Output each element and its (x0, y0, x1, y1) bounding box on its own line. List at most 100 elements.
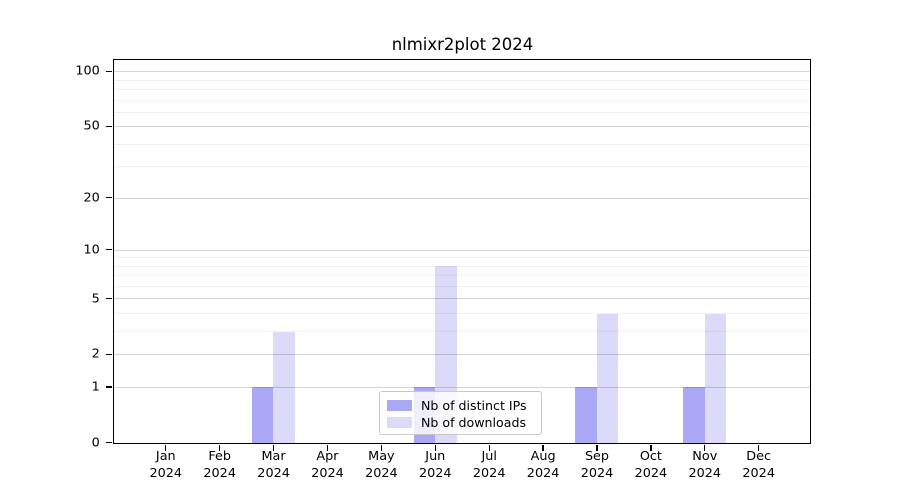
x-tick-label-line: 2024 (526, 465, 560, 481)
x-tick-label-line: Jul (481, 449, 497, 464)
x-tick-label-apr: Apr 2024 (296, 449, 360, 482)
gridline-major-2 (113, 354, 810, 355)
x-tick-label-line: Sep (584, 449, 610, 464)
gridline-major-50 (113, 126, 810, 128)
legend-swatch-distinct-ips (387, 400, 412, 411)
gridline-major-10 (113, 249, 810, 251)
x-tick-label-line: 2024 (419, 465, 452, 481)
x-tick-feb (219, 444, 221, 452)
y-tick-0 (105, 442, 113, 444)
x-tick-label-line: 2024 (203, 465, 236, 481)
x-tick-label-sep: Sep 2024 (565, 449, 629, 482)
x-tick-label-aug: Aug 2024 (511, 449, 575, 482)
gridline-minor-30 (113, 166, 810, 168)
x-tick-label-line: 2024 (688, 465, 722, 481)
plot-inner (113, 60, 810, 443)
y-tick-10 (105, 249, 113, 251)
x-tick-label-line: Aug (530, 449, 556, 464)
x-tick-jun (434, 444, 436, 452)
y-tick-100 (105, 70, 113, 73)
y-tick-1 (105, 386, 113, 388)
gridline-minor-4 (113, 312, 810, 314)
x-tick-label-line: Oct (639, 449, 662, 464)
gridline-minor-90 (113, 79, 810, 81)
x-tick-apr (326, 444, 329, 452)
bar-nb-of-downloads-mar (273, 331, 295, 443)
legend: Nb of distinct IPs Nb of downloads (379, 391, 542, 435)
x-tick-label-line: Nov (692, 449, 718, 464)
y-tick-label-50: 50 (83, 118, 100, 134)
x-tick-label-dec: Dec 2024 (727, 449, 791, 482)
gridline-major-1 (113, 386, 810, 388)
y-tick-20 (105, 197, 113, 199)
x-tick-nov (704, 444, 706, 452)
legend-swatch-downloads (387, 417, 412, 428)
y-tick-label-0: 0 (91, 435, 100, 451)
y-tick-2 (105, 353, 113, 355)
x-tick-label-line: Jun (425, 449, 446, 464)
gridline-major-20 (113, 197, 810, 199)
bar-nb-of-downloads-nov (704, 313, 726, 443)
legend-item-downloads: Nb of downloads (387, 414, 541, 431)
x-tick-label-line: 2024 (149, 465, 183, 481)
x-tick-label-feb: Feb 2024 (188, 449, 252, 482)
x-tick-dec (758, 444, 760, 452)
x-tick-label-line: 2024 (472, 465, 506, 481)
gridline-minor-60 (113, 111, 810, 113)
x-tick-label-line: 2024 (580, 465, 614, 481)
x-tick-label-line: 2024 (311, 465, 344, 481)
x-tick-label-line: Jan (155, 449, 176, 464)
x-tick-mar (272, 444, 275, 452)
legend-label-downloads: Nb of downloads (421, 415, 527, 430)
x-tick-label-mar: Mar 2024 (242, 449, 306, 482)
x-tick-oct (650, 444, 652, 452)
gridline-minor-6 (113, 285, 810, 287)
x-tick-label-line: 2024 (365, 465, 398, 481)
x-tick-label-line: 2024 (634, 465, 668, 481)
x-tick-label-line: 2024 (257, 465, 290, 481)
x-tick-label-line: Apr (316, 449, 339, 464)
y-tick-5 (105, 297, 113, 300)
x-tick-label-line: 2024 (742, 465, 775, 481)
x-tick-label-line: Mar (261, 449, 286, 464)
gridline-minor-9 (113, 257, 810, 259)
bar-nb-of-downloads-sep (596, 313, 619, 443)
x-tick-jan (165, 444, 167, 452)
legend-label-distinct-ips: Nb of distinct IPs (421, 398, 527, 413)
x-tick-label-line: Feb (208, 449, 232, 464)
x-tick-label-may: May 2024 (349, 449, 413, 482)
y-tick-label-100: 100 (75, 63, 100, 79)
x-tick-may (380, 444, 383, 452)
gridline-minor-7 (113, 275, 810, 277)
y-tick-label-10: 10 (83, 242, 100, 258)
gridline-minor-40 (113, 143, 810, 145)
gridline-minor-8 (113, 265, 810, 267)
x-tick-label-line: Dec (746, 449, 772, 464)
x-tick-label-jan: Jan 2024 (134, 449, 198, 482)
x-tick-sep (596, 444, 598, 452)
plot-area (112, 59, 811, 444)
bar-nb-of-distinct-ips-sep (575, 387, 597, 443)
x-tick-label-jun: Jun 2024 (403, 449, 467, 482)
bar-nb-of-distinct-ips-nov (683, 387, 705, 443)
gridline-minor-80 (113, 88, 810, 90)
y-tick-label-20: 20 (83, 190, 100, 206)
bar-nb-of-distinct-ips-mar (251, 387, 274, 443)
gridline-minor-3 (113, 330, 810, 332)
x-tick-label-line: May (368, 449, 395, 464)
x-tick-label-jul: Jul 2024 (457, 449, 521, 482)
y-tick-50 (105, 125, 113, 128)
y-tick-label-5: 5 (91, 291, 100, 307)
legend-item-distinct-ips: Nb of distinct IPs (387, 397, 541, 414)
y-tick-label-1: 1 (91, 379, 100, 395)
gridline-major-100 (113, 71, 810, 73)
x-tick-jul (488, 444, 490, 452)
x-tick-aug (542, 444, 544, 452)
x-tick-label-oct: Oct 2024 (619, 449, 683, 482)
y-tick-label-2: 2 (91, 346, 100, 362)
chart-title: nlmixr2plot 2024 (391, 35, 534, 54)
x-tick-label-nov: Nov 2024 (673, 449, 737, 482)
gridline-minor-70 (113, 99, 810, 101)
gridline-major-5 (113, 298, 810, 300)
